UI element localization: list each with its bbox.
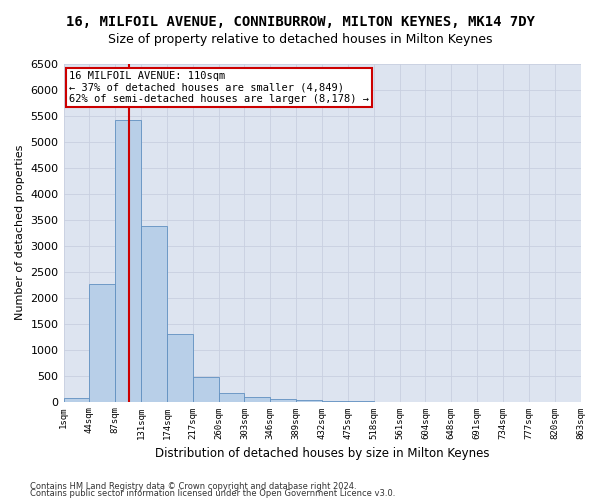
Bar (89, 284, 115, 402)
Bar (167, 334, 193, 402)
Bar (322, 401, 348, 402)
Text: 16 MILFOIL AVENUE: 110sqm
← 37% of detached houses are smaller (4,849)
62% of se: 16 MILFOIL AVENUE: 110sqm ← 37% of detac… (69, 71, 369, 104)
Bar (64, 398, 89, 402)
Text: Contains public sector information licensed under the Open Government Licence v3: Contains public sector information licen… (30, 490, 395, 498)
Bar (218, 393, 244, 402)
Text: Size of property relative to detached houses in Milton Keynes: Size of property relative to detached ho… (108, 32, 492, 46)
Text: 16, MILFOIL AVENUE, CONNIBURROW, MILTON KEYNES, MK14 7DY: 16, MILFOIL AVENUE, CONNIBURROW, MILTON … (65, 15, 535, 29)
Bar (141, 226, 167, 402)
X-axis label: Distribution of detached houses by size in Milton Keynes: Distribution of detached houses by size … (155, 447, 489, 460)
Bar (115, 120, 141, 402)
Y-axis label: Number of detached properties: Number of detached properties (15, 145, 25, 320)
Bar (193, 377, 218, 402)
Bar (271, 399, 296, 402)
Text: Contains HM Land Registry data © Crown copyright and database right 2024.: Contains HM Land Registry data © Crown c… (30, 482, 356, 491)
Bar (296, 400, 322, 402)
Bar (244, 398, 271, 402)
